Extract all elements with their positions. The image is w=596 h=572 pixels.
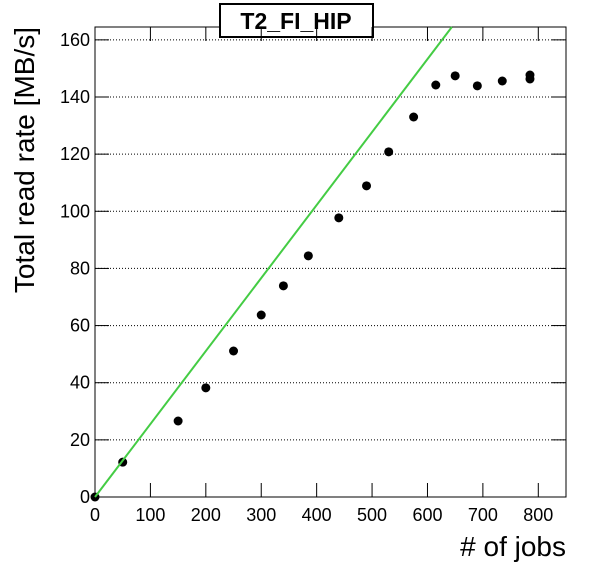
data-point [303, 251, 313, 261]
data-point [431, 80, 441, 90]
y-tick-label: 20 [70, 430, 90, 450]
data-point [278, 281, 288, 291]
x-tick-label: 800 [523, 505, 553, 525]
x-tick-label: 700 [468, 505, 498, 525]
data-point [472, 81, 482, 91]
data-point [384, 147, 394, 157]
title-box [219, 3, 374, 38]
fit-line [94, 26, 453, 498]
x-tick-label: 500 [357, 505, 387, 525]
y-tick-label: 140 [60, 87, 90, 107]
x-tick-label: 300 [246, 505, 276, 525]
data-point [229, 346, 239, 356]
y-tick-label: 60 [70, 316, 90, 336]
y-tick-label: 120 [60, 144, 90, 164]
data-point [334, 213, 344, 223]
data-point [450, 71, 460, 81]
data-point [497, 76, 507, 86]
data-point [409, 112, 419, 122]
y-tick-label: 40 [70, 373, 90, 393]
x-tick-label: 600 [412, 505, 442, 525]
data-point [256, 310, 266, 320]
y-tick-label: 80 [70, 258, 90, 278]
y-tick-label: 160 [60, 30, 90, 50]
x-tick-label: 100 [135, 505, 165, 525]
data-point [201, 383, 211, 393]
plot-frame [94, 26, 567, 498]
x-tick-label: 0 [90, 505, 100, 525]
y-tick-label: 100 [60, 201, 90, 221]
chart-title: T2_FI_HIP [240, 8, 351, 34]
x-tick-label: 200 [191, 505, 221, 525]
y-axis-label: Total read rate [MB/s] [9, 27, 40, 293]
data-point [362, 181, 372, 191]
y-tick-label: 0 [80, 487, 90, 507]
x-tick-label: 400 [302, 505, 332, 525]
x-axis-label: # of jobs [460, 531, 566, 562]
data-point [525, 74, 535, 84]
data-point [173, 416, 183, 426]
